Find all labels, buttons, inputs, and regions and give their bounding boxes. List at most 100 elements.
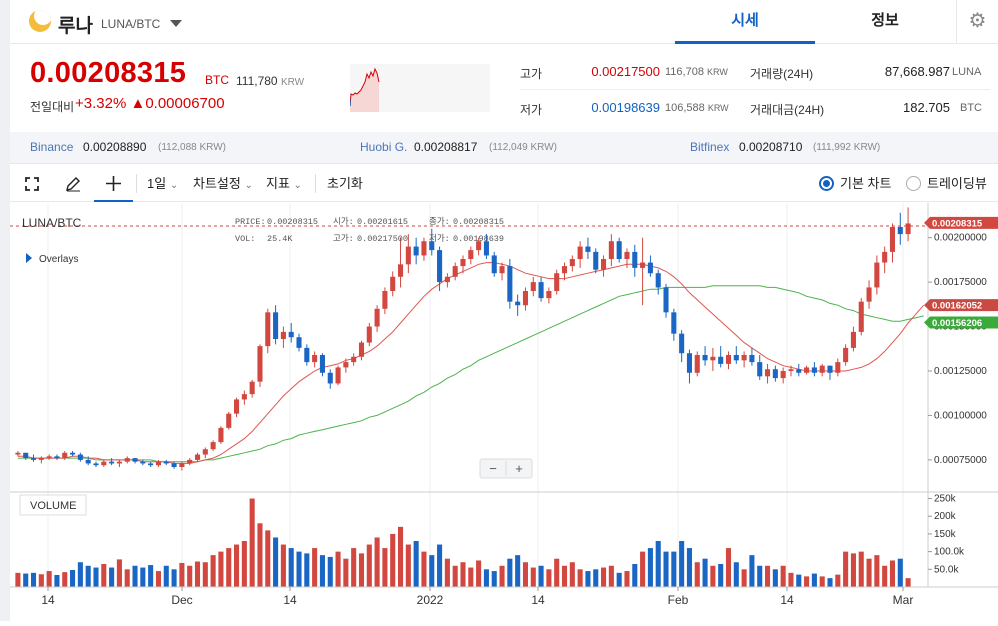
volume-bar xyxy=(850,553,856,587)
zoom-controls: − + xyxy=(479,458,533,479)
chart-canvas[interactable]: LUNA/BTC PRICE: 0.00208315 시가: 0.0020161… xyxy=(10,203,998,621)
candle xyxy=(788,369,794,371)
candle xyxy=(561,266,568,274)
volume-bar xyxy=(811,573,817,587)
volume-bar xyxy=(796,574,802,587)
crosshair-button[interactable] xyxy=(94,165,133,202)
candle xyxy=(366,326,372,343)
candle xyxy=(155,461,161,466)
change-abs: ▲0.00006700 xyxy=(130,95,225,112)
toolbar-divider xyxy=(136,174,137,193)
pair-label: LUNA/BTC xyxy=(101,17,161,31)
candle xyxy=(772,369,778,379)
candle xyxy=(530,282,536,291)
candle xyxy=(70,452,76,455)
ohlc-close: 0.00208315 xyxy=(453,217,504,227)
volume-bar xyxy=(280,544,286,587)
zoom-out-button[interactable]: − xyxy=(489,461,497,476)
crosshair-icon xyxy=(106,176,121,191)
tab-quote[interactable]: 시세 xyxy=(675,0,815,44)
fullscreen-icon[interactable] xyxy=(25,177,39,191)
volume-tick-label: 100.0k xyxy=(934,547,965,558)
pencil-icon[interactable] xyxy=(65,176,81,192)
low-krw: 106,588 KRW xyxy=(665,102,729,114)
volume-bar xyxy=(358,553,365,587)
volume-bar xyxy=(405,544,411,587)
candle xyxy=(905,223,911,235)
candle xyxy=(843,347,849,363)
tradingview-label[interactable]: 트레이딩뷰 xyxy=(927,176,987,191)
volume-bar xyxy=(62,572,68,587)
candle xyxy=(460,259,466,267)
candle xyxy=(148,463,154,466)
price-chart[interactable]: LUNA/BTC PRICE: 0.00208315 시가: 0.0020161… xyxy=(10,203,998,621)
basic-chart-label[interactable]: 기본 차트 xyxy=(840,176,892,191)
volume-bar xyxy=(772,569,778,587)
overlays-toggle[interactable]: Overlays xyxy=(39,254,78,265)
triangle-right-icon[interactable] xyxy=(26,253,32,263)
exchange-huobi-name[interactable]: Huobi G. xyxy=(360,140,408,154)
volume-bar xyxy=(70,570,76,587)
ma-short-path xyxy=(17,262,925,464)
volume-bar xyxy=(843,551,849,587)
volume-bar xyxy=(601,567,607,587)
price-badge xyxy=(924,216,998,229)
settings-button[interactable]: ⚙ xyxy=(956,0,998,44)
volume-bar xyxy=(202,562,208,587)
volume-bar xyxy=(757,565,763,587)
low-value: 0.00198639 xyxy=(591,100,660,115)
interval-select[interactable]: 1일 ⌄ xyxy=(147,165,178,204)
candle xyxy=(280,331,286,339)
indicators-select[interactable]: 지표 ⌄ xyxy=(266,165,302,204)
exchange-binance-name[interactable]: Binance xyxy=(30,140,74,154)
candle xyxy=(507,266,513,302)
volume-bar xyxy=(241,541,247,587)
exchange-bitfinex-name[interactable]: Bitfinex xyxy=(690,140,730,154)
tab-info[interactable]: 정보 xyxy=(871,12,899,29)
candle xyxy=(257,346,263,382)
candle xyxy=(85,459,91,464)
basic-chart-radio[interactable] xyxy=(819,176,834,191)
volume-bar xyxy=(288,548,294,587)
reset-button[interactable]: 초기화 xyxy=(327,176,363,191)
volume-label: VOLUME xyxy=(30,500,76,512)
volume-bar xyxy=(234,544,240,587)
high-label: 고가 xyxy=(520,67,543,81)
volume-bar xyxy=(116,559,122,587)
change-pct: +3.32% xyxy=(75,95,127,112)
exchange-bitfinex-price: 0.00208710 xyxy=(739,140,803,154)
candles xyxy=(15,207,911,471)
volume-bar xyxy=(155,571,161,587)
chart-settings-select[interactable]: 차트설정 ⌄ xyxy=(193,165,253,204)
zoom-in-button[interactable]: + xyxy=(515,461,523,476)
volume-bar xyxy=(257,523,263,587)
candle xyxy=(273,312,279,339)
volume-bar xyxy=(765,565,771,587)
candle xyxy=(288,331,294,338)
candle xyxy=(694,355,700,373)
exchange-binance-krw: (112,088 KRW) xyxy=(158,142,226,153)
volume-bar xyxy=(663,551,669,587)
volume-tick-label: 200k xyxy=(934,511,957,522)
volume-bar xyxy=(273,537,279,587)
candle xyxy=(390,276,396,291)
volume-bar xyxy=(148,565,154,587)
caret-down-icon[interactable] xyxy=(170,20,182,27)
tradingview-radio[interactable] xyxy=(906,176,921,191)
volume-bar xyxy=(187,565,193,587)
krw-unit: KRW xyxy=(280,77,305,88)
candle xyxy=(725,355,732,364)
volume-bar xyxy=(366,544,372,587)
ohlc-vol: 25.4K xyxy=(267,234,293,244)
volume-bar xyxy=(624,571,630,587)
candle xyxy=(874,262,880,288)
candle xyxy=(77,454,83,460)
candle xyxy=(30,458,37,460)
ohlc-high-label: 고가: xyxy=(333,234,354,244)
candle xyxy=(749,355,755,363)
candle xyxy=(116,461,122,464)
candle xyxy=(593,251,599,270)
candle xyxy=(850,331,856,348)
volume-bar xyxy=(577,569,583,587)
candle xyxy=(476,241,482,251)
